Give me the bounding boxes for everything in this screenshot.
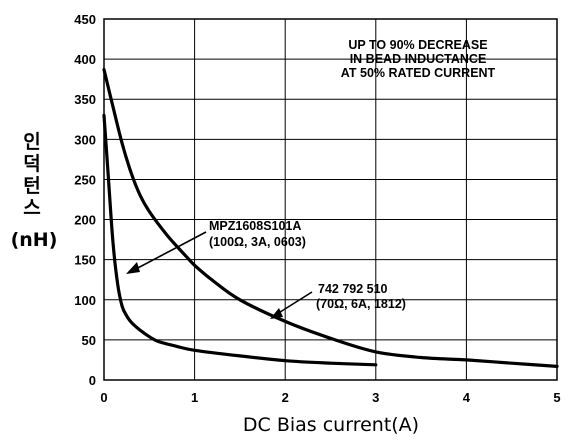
x-tick-label: 1 [191, 390, 198, 405]
y-tick-label: 0 [89, 373, 96, 388]
arrowhead-mpz [126, 262, 140, 274]
y-tick-label: 200 [74, 213, 96, 228]
arrow-742 [276, 291, 313, 315]
ylabel-char-3: 턴 [23, 175, 40, 197]
y-tick-label: 100 [74, 293, 96, 308]
series-line-mpz1608s101a [102, 113, 378, 367]
ylabel-char-1: 인 [23, 131, 40, 153]
series-label-742-name: 742 792 510 [318, 282, 388, 296]
y-tick-label: 300 [74, 132, 96, 147]
y-tick-label: 150 [74, 253, 96, 268]
x-tick-label: 3 [372, 390, 379, 405]
y-tick-label: 400 [74, 52, 96, 67]
y-axis-ticks: 0 50 100 150 200 250 300 350 400 450 [74, 12, 96, 388]
x-tick-label: 5 [553, 390, 560, 405]
series-label-mpz-name: MPZ1608S101A [209, 219, 301, 233]
series-line-742-792-510 [102, 67, 559, 368]
y-tick-label: 50 [82, 333, 96, 348]
y-tick-label: 250 [74, 172, 96, 187]
x-tick-label: 0 [100, 390, 107, 405]
arrowhead-742 [270, 308, 283, 319]
plot-frame [103, 18, 558, 381]
xlabel: DC Bias current(A) [243, 414, 419, 436]
x-tick-label: 4 [463, 390, 471, 405]
x-axis-ticks: 0 1 2 3 4 5 [100, 390, 560, 405]
note-line-2: IN BEAD INDUCTANCE [350, 52, 487, 66]
arrow-mpz [133, 231, 207, 271]
ylabel-char-2: 덕 [23, 153, 40, 175]
ylabel-char-4: 스 [23, 197, 40, 219]
note-line-3: AT 50% RATED CURRENT [341, 66, 496, 80]
y-tick-label: 450 [74, 12, 96, 27]
note-line-1: UP TO 90% DECREASE [348, 38, 487, 52]
ylabel-unit: (nH) [11, 229, 58, 251]
series-label-mpz-spec: (100Ω, 3A, 0603) [209, 235, 306, 249]
x-tick-label: 2 [282, 390, 289, 405]
y-tick-label: 350 [74, 92, 96, 107]
series-label-742-spec: (70Ω, 6A, 1812) [316, 297, 406, 311]
curves [102, 67, 559, 368]
